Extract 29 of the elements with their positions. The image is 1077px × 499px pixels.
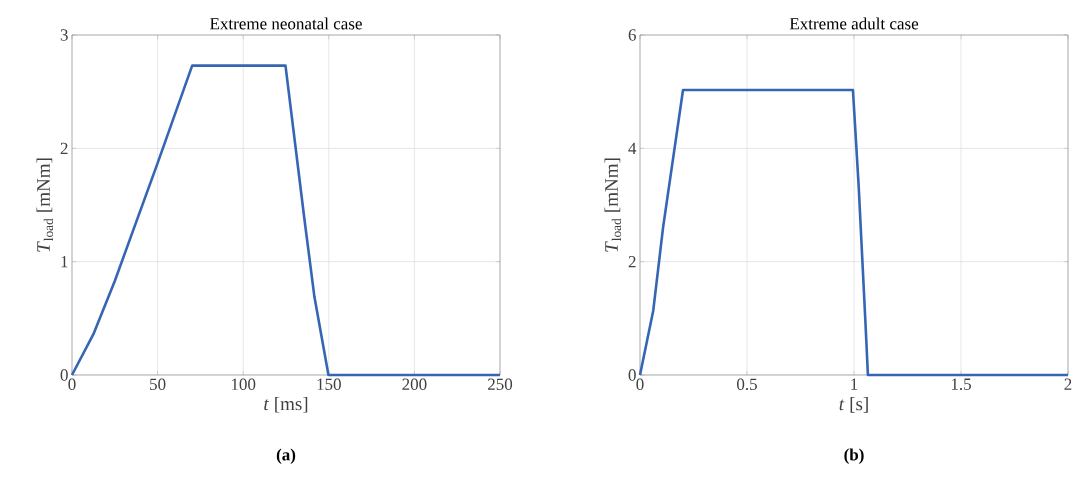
line-series [70, 64, 502, 377]
chart-title: Extreme neonatal case [210, 17, 362, 30]
y-tick-label: 3 [60, 29, 68, 41]
text: (a) [276, 448, 296, 464]
y-tick-label: 0 [60, 369, 68, 381]
x-tick-label: 2 [1064, 378, 1072, 390]
x-tick-label: 1 [851, 378, 858, 390]
x-tick-label: 200 [402, 378, 427, 391]
x-tick-label: 250 [488, 378, 513, 391]
y-tick-label: 4 [628, 142, 637, 154]
x-tick-label: 150 [317, 378, 341, 391]
x-tick-label: 0 [636, 378, 644, 391]
x-tick-label: 0.5 [737, 378, 757, 391]
text: (b) [844, 448, 864, 464]
x-tick-label: 1.5 [951, 378, 971, 390]
y-axis-title: T$_{load}$ [mNm] [604, 158, 622, 252]
y-tick-label: 6 [628, 29, 636, 41]
x-axis-title: t [ms] [264, 396, 308, 413]
x-tick-label: 100 [231, 378, 256, 391]
chart-title: Extreme adult case [789, 17, 919, 30]
x-tick-label: 50 [150, 378, 166, 391]
x-tick-label: 0 [68, 378, 76, 391]
y-tick-label: 1 [61, 256, 68, 268]
y-tick-label: 2 [628, 256, 636, 268]
line-series [638, 88, 1070, 377]
y-axis-title: T$_{load}$ [mNm] [36, 158, 54, 252]
y-tick-label: 2 [60, 142, 68, 154]
y-tick-label: 0 [628, 369, 636, 381]
x-axis-title: t [s] [839, 396, 868, 413]
